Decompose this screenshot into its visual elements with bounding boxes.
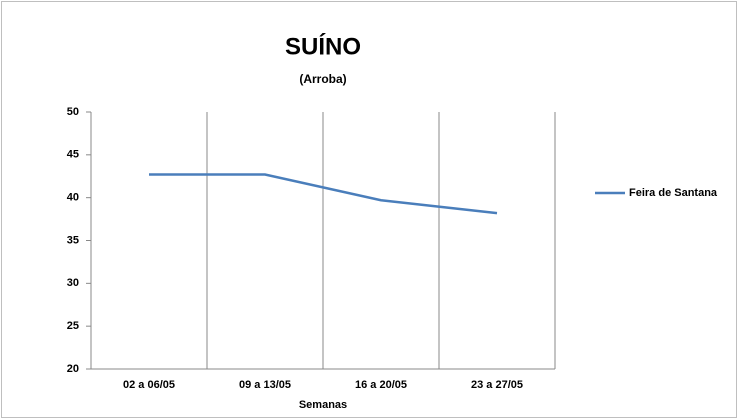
- x-tick-label: 16 a 20/05: [355, 379, 407, 391]
- chart-subtitle: (Arroba): [299, 72, 346, 86]
- chart-title: SUÍNO: [285, 32, 361, 60]
- x-axis-label: Semanas: [299, 399, 347, 411]
- y-tick-label: 50: [67, 106, 79, 118]
- y-tick-label: 25: [67, 320, 79, 332]
- legend-label: Feira de Santana: [629, 187, 718, 199]
- x-tick-label: 09 a 13/05: [239, 379, 291, 391]
- y-tick-label: 20: [67, 363, 79, 375]
- y-tick-label: 30: [67, 277, 79, 289]
- line-series: [149, 173, 498, 215]
- x-tick-label: 02 a 06/05: [123, 379, 175, 391]
- y-tick-label: 45: [67, 149, 79, 161]
- x-tick-label: 23 a 27/05: [471, 379, 523, 391]
- y-tick-label: 35: [67, 234, 79, 246]
- y-tick-label: 40: [67, 192, 79, 204]
